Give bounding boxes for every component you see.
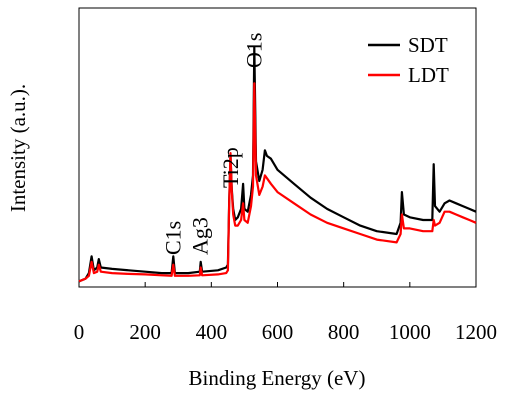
series-layer xyxy=(78,46,477,283)
peak-label-ti2p: Ti2p xyxy=(218,147,243,188)
x-tick-label: 1200 xyxy=(455,320,497,344)
x-tick-label: 200 xyxy=(129,320,161,344)
legend-label-ldt: LDT xyxy=(408,63,449,87)
legend-label-sdt: SDT xyxy=(408,33,448,57)
x-tick-label: 400 xyxy=(196,320,228,344)
x-tick-label: 0 xyxy=(74,320,85,344)
peak-label-ag3: Ag3 xyxy=(188,217,213,255)
legend: SDT LDT xyxy=(368,33,449,87)
x-tick-label: 600 xyxy=(262,320,294,344)
y-axis-title: Intensity (a.u.). xyxy=(6,84,30,212)
peak-annotations: C1s Ag3 Ti2p O1s xyxy=(160,33,266,255)
x-axis-title: Binding Energy (eV) xyxy=(189,366,366,390)
peak-label-c1s: C1s xyxy=(160,221,185,255)
series-line-ldt xyxy=(78,82,477,283)
series-line-sdt xyxy=(78,46,477,283)
peak-label-o1s: O1s xyxy=(241,33,266,68)
x-tick-label: 800 xyxy=(328,320,360,344)
x-tick-label: 1000 xyxy=(389,320,431,344)
x-axis-ticks: 0 200 400 600 800 1000 1200 xyxy=(74,282,497,344)
